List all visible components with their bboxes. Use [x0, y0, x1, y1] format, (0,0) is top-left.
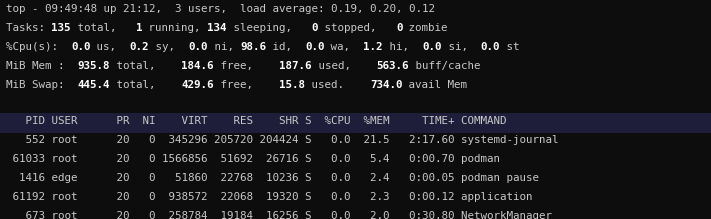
- Text: 0: 0: [396, 23, 402, 33]
- Text: 98.6: 98.6: [240, 42, 266, 52]
- Text: 187.6: 187.6: [279, 61, 311, 71]
- Text: total,: total,: [110, 80, 181, 90]
- Text: 184.6: 184.6: [181, 61, 214, 71]
- Text: top - 09:49:48 up 21:12,  3 users,  load average: 0.19, 0.20, 0.12: top - 09:49:48 up 21:12, 3 users, load a…: [6, 4, 435, 14]
- Text: 563.6: 563.6: [377, 61, 409, 71]
- Text: sy,: sy,: [149, 42, 188, 52]
- Text: Tasks:: Tasks:: [6, 23, 51, 33]
- Text: stopped,: stopped,: [318, 23, 396, 33]
- Text: si,: si,: [442, 42, 481, 52]
- Text: buff/cache: buff/cache: [409, 61, 481, 71]
- Text: 135: 135: [51, 23, 71, 33]
- Text: us,: us,: [90, 42, 129, 52]
- Bar: [0, 113, 711, 133]
- Text: 1: 1: [136, 23, 142, 33]
- Text: 0.0: 0.0: [188, 42, 208, 52]
- Text: 0.0: 0.0: [481, 42, 500, 52]
- Text: avail Mem: avail Mem: [402, 80, 468, 90]
- Text: ni,: ni,: [208, 42, 240, 52]
- Text: MiB Swap:: MiB Swap:: [6, 80, 77, 90]
- Text: 0.0: 0.0: [305, 42, 324, 52]
- Text: 61192 root      20   0  938572  22068  19320 S   0.0   2.3   0:00.12 application: 61192 root 20 0 938572 22068 19320 S 0.0…: [6, 192, 533, 202]
- Text: %Cpu(s):: %Cpu(s):: [6, 42, 71, 52]
- Text: free,: free,: [214, 80, 279, 90]
- Text: MiB Mem :: MiB Mem :: [6, 61, 77, 71]
- Text: used.: used.: [305, 80, 370, 90]
- Text: 445.4: 445.4: [77, 80, 110, 90]
- Text: 0: 0: [311, 23, 318, 33]
- Text: total,: total,: [71, 23, 136, 33]
- Text: running,: running,: [142, 23, 208, 33]
- Text: 15.8: 15.8: [279, 80, 305, 90]
- Text: 1.2: 1.2: [363, 42, 383, 52]
- Text: 734.0: 734.0: [370, 80, 402, 90]
- Text: 935.8: 935.8: [77, 61, 110, 71]
- Text: free,: free,: [214, 61, 279, 71]
- Text: st: st: [500, 42, 520, 52]
- Text: PID USER      PR  NI    VIRT    RES    SHR S  %CPU  %MEM     TIME+ COMMAND: PID USER PR NI VIRT RES SHR S %CPU %MEM …: [6, 116, 506, 126]
- Text: 61033 root      20   0 1566856  51692  26716 S   0.0   5.4   0:00.70 podman: 61033 root 20 0 1566856 51692 26716 S 0.…: [6, 154, 500, 164]
- Text: 0.2: 0.2: [129, 42, 149, 52]
- Text: zombie: zombie: [402, 23, 448, 33]
- Text: used,: used,: [311, 61, 377, 71]
- Text: 1416 edge      20   0   51860  22768  10236 S   0.0   2.4   0:00.05 podman pause: 1416 edge 20 0 51860 22768 10236 S 0.0 2…: [6, 173, 539, 183]
- Text: 673 root      20   0  258784  19184  16256 S   0.0   2.0   0:30.80 NetworkManage: 673 root 20 0 258784 19184 16256 S 0.0 2…: [6, 211, 552, 219]
- Text: 0.0: 0.0: [422, 42, 442, 52]
- Text: wa,: wa,: [324, 42, 363, 52]
- Text: 134: 134: [208, 23, 227, 33]
- Text: id,: id,: [266, 42, 305, 52]
- Text: total,: total,: [110, 61, 181, 71]
- Text: 429.6: 429.6: [181, 80, 214, 90]
- Text: sleeping,: sleeping,: [227, 23, 311, 33]
- Text: hi,: hi,: [383, 42, 422, 52]
- Text: 0.0: 0.0: [71, 42, 90, 52]
- Text: 552 root      20   0  345296 205720 204424 S   0.0  21.5   2:17.60 systemd-journ: 552 root 20 0 345296 205720 204424 S 0.0…: [6, 135, 559, 145]
